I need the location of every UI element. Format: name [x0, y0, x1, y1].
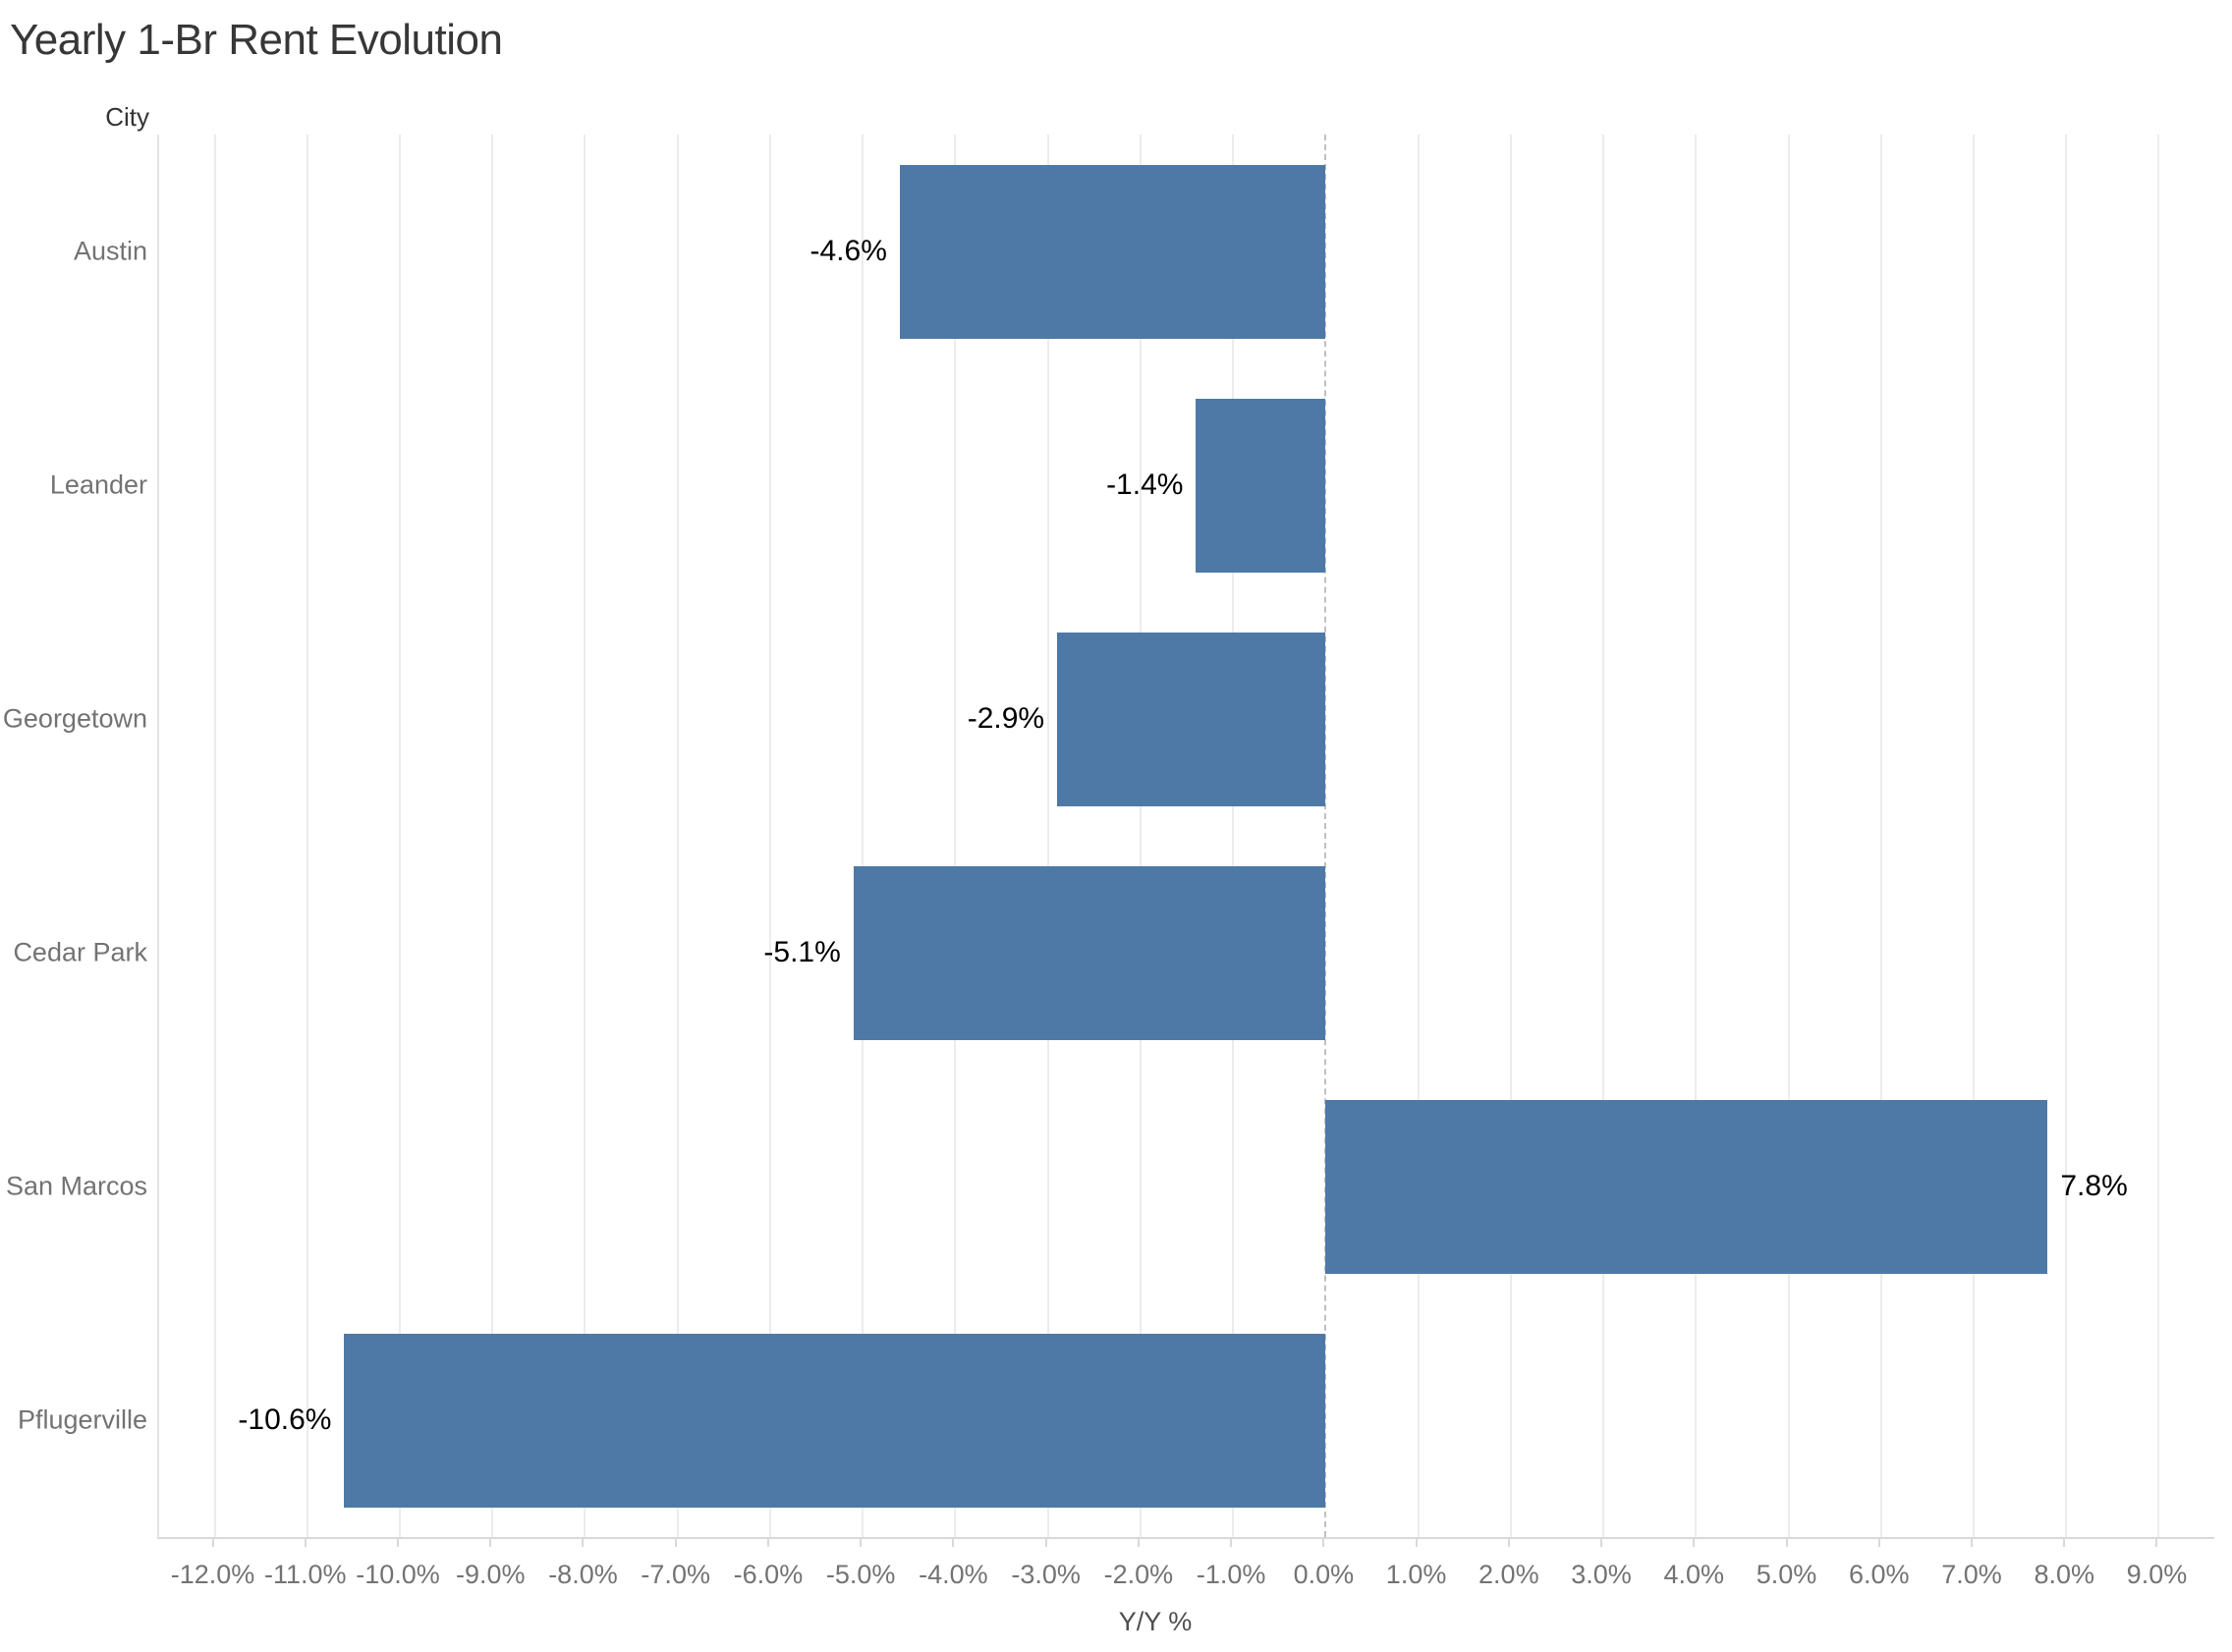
x-tick-mark	[1044, 1539, 1047, 1547]
x-tick-label: -6.0%	[733, 1560, 804, 1589]
bar-austin[interactable]	[899, 164, 1326, 339]
x-tick-label: 0.0%	[1293, 1560, 1355, 1589]
x-tick-mark	[1137, 1539, 1140, 1547]
bar-value-label: -5.1%	[763, 936, 841, 968]
x-tick-label: 1.0%	[1385, 1560, 1447, 1589]
gridline	[491, 135, 494, 1537]
gridline	[1046, 135, 1049, 1537]
gridline	[584, 135, 586, 1537]
chart-title: Yearly 1-Br Rent Evolution	[10, 16, 503, 64]
x-tick-label: 9.0%	[2126, 1560, 2188, 1589]
gridline	[862, 135, 865, 1537]
x-tick-label: -3.0%	[1011, 1560, 1081, 1589]
x-tick-mark	[2155, 1539, 2158, 1547]
x-tick-mark	[860, 1539, 863, 1547]
y-axis-label-austin: Austin	[73, 236, 147, 266]
x-tick-label: -4.0%	[919, 1560, 988, 1589]
x-tick-label: 3.0%	[1571, 1560, 1632, 1589]
gridline	[399, 135, 401, 1537]
x-tick-mark	[674, 1539, 677, 1547]
x-tick-mark	[2063, 1539, 2066, 1547]
bar-value-label: -2.9%	[967, 702, 1045, 735]
x-tick-label: -5.0%	[825, 1560, 896, 1589]
x-tick-label: -8.0%	[548, 1560, 618, 1589]
x-tick-mark	[1230, 1539, 1233, 1547]
gridline	[306, 135, 308, 1537]
gridline	[1602, 135, 1605, 1537]
x-tick-label: -7.0%	[641, 1560, 710, 1589]
x-tick-label: 2.0%	[1479, 1560, 1539, 1589]
x-tick-label: -1.0%	[1196, 1560, 1266, 1589]
x-tick-mark	[1322, 1539, 1325, 1547]
gridline	[1509, 135, 1512, 1537]
x-tick-label: -2.0%	[1103, 1560, 1174, 1589]
row-field-label: City	[105, 102, 149, 132]
gridline	[1695, 135, 1698, 1537]
x-tick-mark	[1415, 1539, 1418, 1547]
x-axis-title: Y/Y %	[1118, 1607, 1193, 1636]
gridline	[1879, 135, 1882, 1537]
bar-pflugerville[interactable]	[344, 1333, 1326, 1508]
gridline	[2157, 135, 2160, 1537]
y-axis-label-san-marcos: San Marcos	[5, 1171, 147, 1201]
gridline	[1787, 135, 1790, 1537]
x-tick-mark	[952, 1539, 955, 1547]
y-axis-label-pflugerville: Pflugerville	[17, 1404, 147, 1435]
x-tick-mark	[211, 1539, 214, 1547]
gridline	[2065, 135, 2068, 1537]
x-tick-mark	[1600, 1539, 1603, 1547]
gridline	[676, 135, 679, 1537]
gridline	[1139, 135, 1142, 1537]
bar-value-label: -1.4%	[1106, 468, 1184, 501]
y-axis-label-georgetown: Georgetown	[2, 703, 147, 734]
x-tick-mark	[582, 1539, 585, 1547]
x-tick-mark	[397, 1539, 399, 1547]
bar-value-label: -10.6%	[238, 1404, 332, 1436]
bar-leander[interactable]	[1196, 398, 1326, 573]
bar-cedar-park[interactable]	[853, 865, 1326, 1040]
bar-san-marcos[interactable]	[1325, 1099, 2048, 1274]
bar-georgetown[interactable]	[1057, 632, 1326, 806]
plot-area: -4.6% -1.4% -2.9% -5.1% 7.8% -10.6%	[157, 135, 2214, 1539]
gridline	[1232, 135, 1235, 1537]
y-axis-label-leander: Leander	[49, 469, 147, 500]
x-tick-mark	[766, 1539, 769, 1547]
x-tick-label: -12.0%	[170, 1560, 255, 1589]
x-tick-mark	[1693, 1539, 1696, 1547]
x-tick-mark	[304, 1539, 307, 1547]
gridline	[213, 135, 216, 1537]
x-tick-mark	[1877, 1539, 1880, 1547]
x-tick-label: 8.0%	[2034, 1560, 2094, 1589]
y-axis-label-cedar-park: Cedar Park	[13, 937, 147, 967]
x-tick-label: -10.0%	[356, 1560, 440, 1589]
x-tick-mark	[1970, 1539, 1973, 1547]
x-tick-mark	[1507, 1539, 1510, 1547]
gridline	[768, 135, 771, 1537]
x-tick-label: 6.0%	[1848, 1560, 1910, 1589]
bar-value-label: -4.6%	[809, 235, 887, 267]
x-tick-label: 5.0%	[1756, 1560, 1817, 1589]
x-tick-label: -11.0%	[263, 1560, 347, 1589]
gridline	[954, 135, 957, 1537]
bar-value-label: 7.8%	[2060, 1170, 2128, 1202]
gridline	[1417, 135, 1420, 1537]
x-tick-label: -9.0%	[455, 1560, 526, 1589]
gridline	[1972, 135, 1975, 1537]
x-tick-mark	[1785, 1539, 1788, 1547]
zero-gridline	[1324, 135, 1327, 1537]
x-tick-label: 4.0%	[1663, 1560, 1725, 1589]
x-tick-label: 7.0%	[1941, 1560, 2002, 1589]
x-tick-mark	[489, 1539, 492, 1547]
